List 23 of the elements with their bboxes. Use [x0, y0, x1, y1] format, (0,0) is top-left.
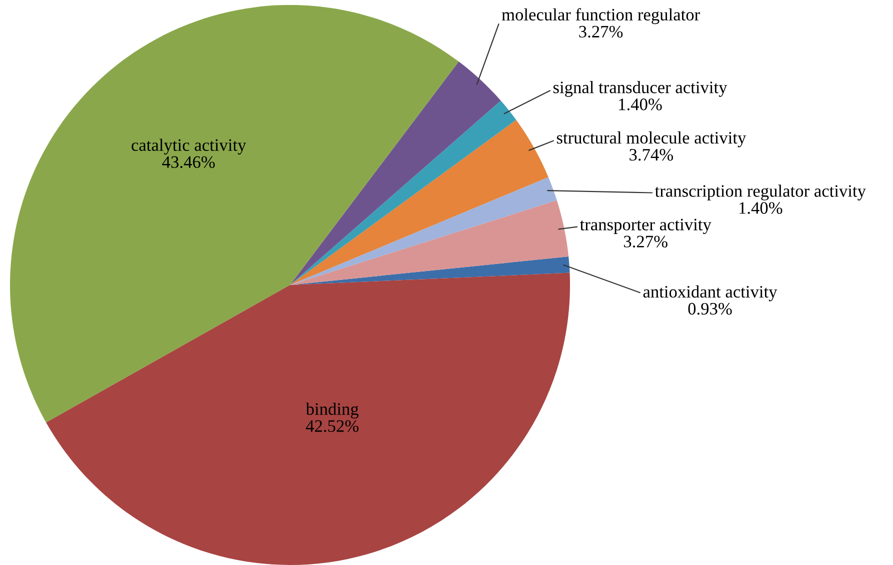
data-label: 0.93% — [688, 302, 732, 315]
data-label: 43.46% — [162, 156, 215, 168]
pie-slice — [290, 62, 501, 285]
pie-slice — [290, 256, 570, 285]
slice-label: signal transducer activity — [553, 81, 728, 97]
pie-slice — [290, 100, 516, 285]
data-label: 1.40% — [619, 98, 662, 110]
pie-slice — [46, 272, 570, 565]
pie-slice — [290, 177, 557, 285]
data-label: 42.52% — [306, 420, 359, 432]
pie-slice — [290, 120, 548, 285]
slice-label: catalytic activity — [132, 138, 246, 155]
slice-label: transcription regulator activity — [654, 184, 866, 200]
slice-label: antioxidant activity — [643, 285, 778, 302]
slice-label: binding — [306, 402, 359, 418]
data-label: 1.40% — [740, 202, 782, 214]
slice-label: molecular function regulator — [502, 8, 700, 24]
data-label: 3.27% — [579, 26, 623, 38]
slice-label: structural molecule activity — [556, 131, 746, 148]
data-label: 3.74% — [630, 148, 674, 161]
slice-label: transporter activity — [580, 218, 712, 234]
data-label: 3.27% — [624, 236, 668, 248]
pie-slice — [290, 200, 569, 285]
